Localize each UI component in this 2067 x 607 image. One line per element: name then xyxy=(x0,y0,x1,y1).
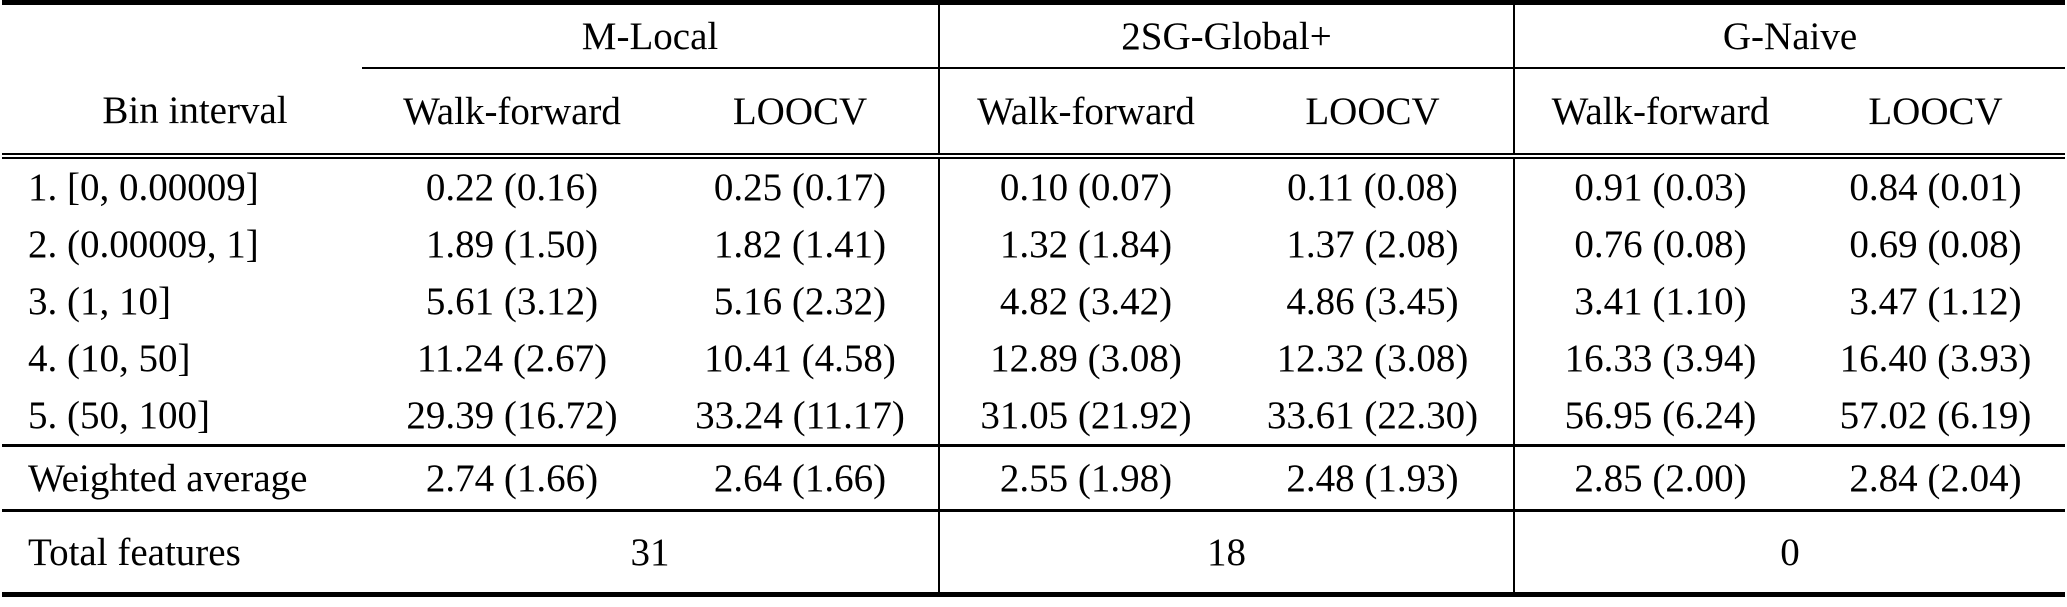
cell-value: 0.84 (0.01) xyxy=(1849,166,2022,209)
col-header-walk-forward-gnaive: Walk-forward xyxy=(1513,68,1807,159)
col-header-loocv-2sg: LOOCV xyxy=(1232,68,1515,159)
cell-value: 2.74 (1.66) xyxy=(362,444,662,511)
cell-value: 1.37 (2.08) xyxy=(1286,223,1459,266)
total-m-local: 31 xyxy=(362,509,940,595)
cell-value: 56.95 (6.24) xyxy=(1513,387,1807,446)
cell-value: 4.82 (3.42) xyxy=(938,273,1233,330)
cell-value: 0.69 (0.08) xyxy=(1849,223,2022,266)
cell-value: 2.55 (1.98) xyxy=(938,444,1233,511)
cell-value: 1.82 (1.41) xyxy=(713,223,887,266)
cell-value: 10.41 (4.58) xyxy=(704,337,896,380)
col-header-loocv-mlocal: LOOCV xyxy=(662,68,940,159)
column-header-row: Bin interval Walk-forward LOOCV Walk-for… xyxy=(2,68,2066,159)
total-2sg-global: 18 xyxy=(938,509,1515,595)
total-g-naive: 0 xyxy=(1513,509,2066,595)
weighted-average-row: Weighted average 2.74 (1.66) 2.64 (1.66)… xyxy=(2,444,2066,511)
cell-value: 0.91 (0.03) xyxy=(1513,156,1807,216)
cell-value: 57.02 (6.19) xyxy=(1839,394,2032,437)
cell-value: 5.16 (2.32) xyxy=(713,280,887,323)
cell-value: 2.48 (1.93) xyxy=(1232,444,1515,511)
row-label: 5. (50, 100] xyxy=(28,394,210,437)
row-label: 3. (1, 10] xyxy=(28,280,171,323)
col-header-bin-interval: Bin interval xyxy=(2,68,362,159)
cell-value: 4.86 (3.45) xyxy=(1286,280,1459,323)
cell-value: 0.10 (0.07) xyxy=(938,156,1233,216)
row-label: 1. [0, 0.00009] xyxy=(28,166,259,209)
cell-value: 0.76 (0.08) xyxy=(1513,216,1807,273)
col-header-loocv-gnaive: LOOCV xyxy=(1806,68,2066,159)
cell-value: 3.41 (1.10) xyxy=(1513,273,1807,330)
group-header-g-naive: G-Naive xyxy=(1513,2,2066,69)
table-row-bin-4: 4. (10, 50] 11.24 (2.67) 10.41 (4.58) 12… xyxy=(2,330,2065,387)
cell-value: 29.39 (16.72) xyxy=(406,394,618,437)
cell-value: 1.32 (1.84) xyxy=(938,216,1233,273)
cell-value: 5.61 (3.12) xyxy=(425,280,599,323)
cell-value: 3.47 (1.12) xyxy=(1849,280,2022,323)
table-row-bin-5: 5. (50, 100] 29.39 (16.72) 33.24 (11.17)… xyxy=(2,387,2065,446)
cell-value: 12.32 (3.08) xyxy=(1276,337,1469,380)
cell-value: 11.24 (2.67) xyxy=(416,337,608,380)
total-features-row: Total features 31 18 0 xyxy=(2,509,2066,595)
cell-value: 2.85 (2.00) xyxy=(1513,444,1807,511)
col-header-walk-forward-2sg: Walk-forward xyxy=(938,68,1233,159)
group-header-m-local: M-Local xyxy=(362,2,940,69)
cell-value: 16.40 (3.93) xyxy=(1839,337,2032,380)
table-row-bin-1: 1. [0, 0.00009] 0.22 (0.16) 0.25 (0.17) … xyxy=(2,156,2065,216)
cell-value: 12.89 (3.08) xyxy=(938,330,1233,387)
cell-value: 33.24 (11.17) xyxy=(695,394,905,437)
table-row-bin-2: 2. (0.00009, 1] 1.89 (1.50) 1.82 (1.41) … xyxy=(2,216,2065,273)
group-header-2sg-global: 2SG-Global+ xyxy=(938,2,1515,69)
table-row-bin-3: 3. (1, 10] 5.61 (3.12) 5.16 (2.32) 4.82 … xyxy=(2,273,2065,330)
cell-value: 0.25 (0.17) xyxy=(713,166,887,209)
col-header-walk-forward-mlocal: Walk-forward xyxy=(362,68,662,159)
cell-value: 31.05 (21.92) xyxy=(938,387,1233,446)
group-header-row: M-Local 2SG-Global+ G-Naive xyxy=(2,2,2066,69)
cell-value: 1.89 (1.50) xyxy=(425,223,599,266)
cell-value: 2.64 (1.66) xyxy=(662,444,940,511)
cell-value: 2.84 (2.04) xyxy=(1806,444,2066,511)
row-label: 4. (10, 50] xyxy=(28,337,191,380)
row-label: Weighted average xyxy=(2,444,362,511)
row-label: Total features xyxy=(2,509,362,595)
row-label: 2. (0.00009, 1] xyxy=(28,223,259,266)
corner-cell xyxy=(2,3,362,69)
cell-value: 33.61 (22.30) xyxy=(1266,394,1479,437)
cell-value: 0.11 (0.08) xyxy=(1287,166,1458,209)
cell-value: 16.33 (3.94) xyxy=(1513,330,1807,387)
cell-value: 0.22 (0.16) xyxy=(425,166,599,209)
